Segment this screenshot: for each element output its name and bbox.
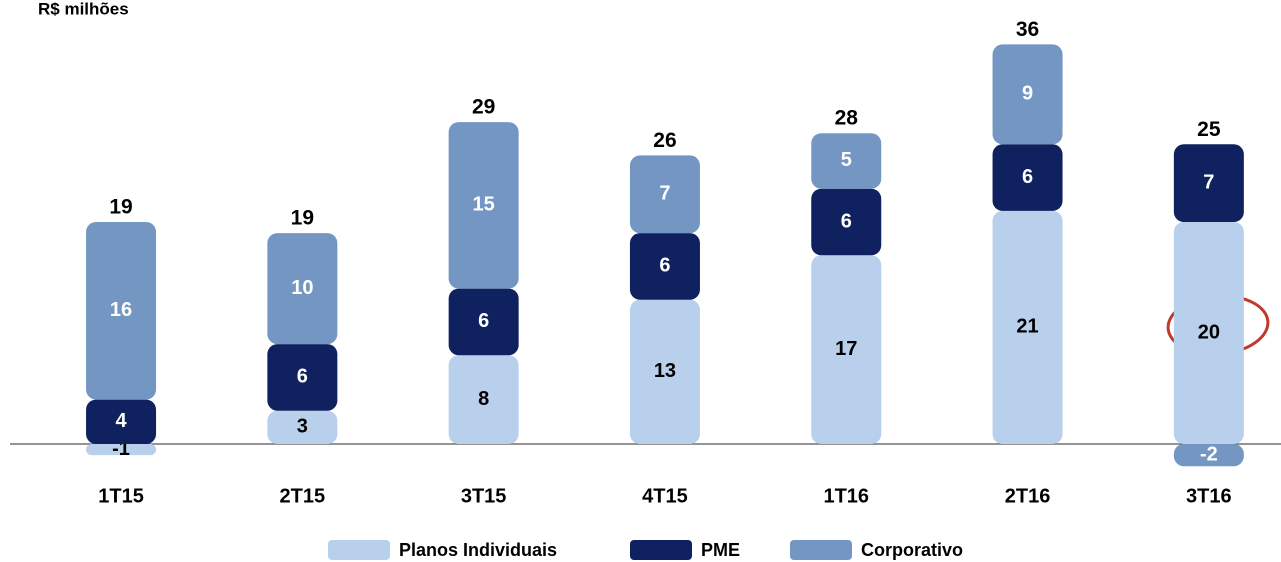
value-label: 13	[654, 360, 676, 382]
value-label: 3	[297, 416, 308, 438]
bar-segment	[1173, 444, 1244, 467]
value-label: 6	[841, 210, 852, 232]
value-label: 15	[473, 194, 495, 216]
bar-segment	[629, 155, 700, 234]
bar-segment	[629, 299, 700, 444]
value-label: 16	[110, 299, 132, 321]
total-label: 19	[291, 207, 314, 230]
bar-segment	[86, 444, 157, 456]
x-tick-label: 3T15	[461, 485, 507, 507]
bar-segment	[1173, 144, 1244, 222]
value-label: 6	[659, 255, 670, 277]
value-label: 7	[659, 183, 670, 205]
bar-segment	[1173, 222, 1244, 444]
value-label: 8	[478, 388, 489, 410]
bar-segment	[992, 210, 1063, 444]
value-label: 6	[478, 310, 489, 332]
value-label: 17	[835, 338, 857, 360]
bar-segment	[86, 399, 157, 444]
value-label: 7	[1203, 171, 1214, 193]
legend-swatch	[630, 540, 692, 560]
x-tick-label: 4T15	[642, 485, 688, 507]
x-tick-label: 1T16	[823, 485, 869, 507]
x-tick-label: 2T16	[1005, 485, 1051, 507]
legend-label: Corporativo	[861, 540, 963, 560]
bar-segment	[811, 133, 882, 189]
bar-segment	[86, 222, 157, 400]
value-label: 21	[1016, 316, 1038, 338]
value-label: 4	[115, 410, 127, 432]
bar-segment	[992, 144, 1063, 211]
bar-segment	[448, 355, 519, 444]
total-label: 26	[653, 129, 676, 152]
value-label: 6	[1022, 166, 1033, 188]
bar-segment	[629, 233, 700, 300]
legend-label: Planos Individuais	[399, 540, 557, 560]
total-label: 28	[835, 107, 859, 130]
x-tick-label: 3T16	[1186, 485, 1232, 507]
bar-segment	[992, 44, 1063, 145]
value-label: 10	[291, 277, 313, 299]
legend-swatch	[328, 540, 390, 560]
bar-segment	[448, 288, 519, 356]
chart-subtitle: R$ milhões	[38, 0, 129, 18]
value-label: 9	[1022, 83, 1033, 105]
value-label: 6	[297, 366, 308, 388]
value-label: 20	[1198, 321, 1220, 343]
x-tick-label: 1T15	[98, 485, 144, 507]
value-label: 5	[841, 149, 852, 171]
bar-segment	[267, 233, 338, 345]
total-label: 25	[1197, 118, 1221, 141]
bar-segment	[448, 122, 519, 289]
legend-label: PME	[701, 540, 740, 560]
total-label: 19	[109, 196, 132, 219]
bar-segment	[267, 344, 338, 411]
bar-segment	[811, 255, 882, 444]
bar-segment	[811, 188, 882, 256]
total-label: 36	[1016, 18, 1039, 41]
bar-segment	[267, 410, 338, 444]
total-label: 29	[472, 96, 495, 119]
legend-swatch	[790, 540, 852, 560]
x-tick-label: 2T15	[280, 485, 326, 507]
value-label: -2	[1200, 443, 1218, 465]
